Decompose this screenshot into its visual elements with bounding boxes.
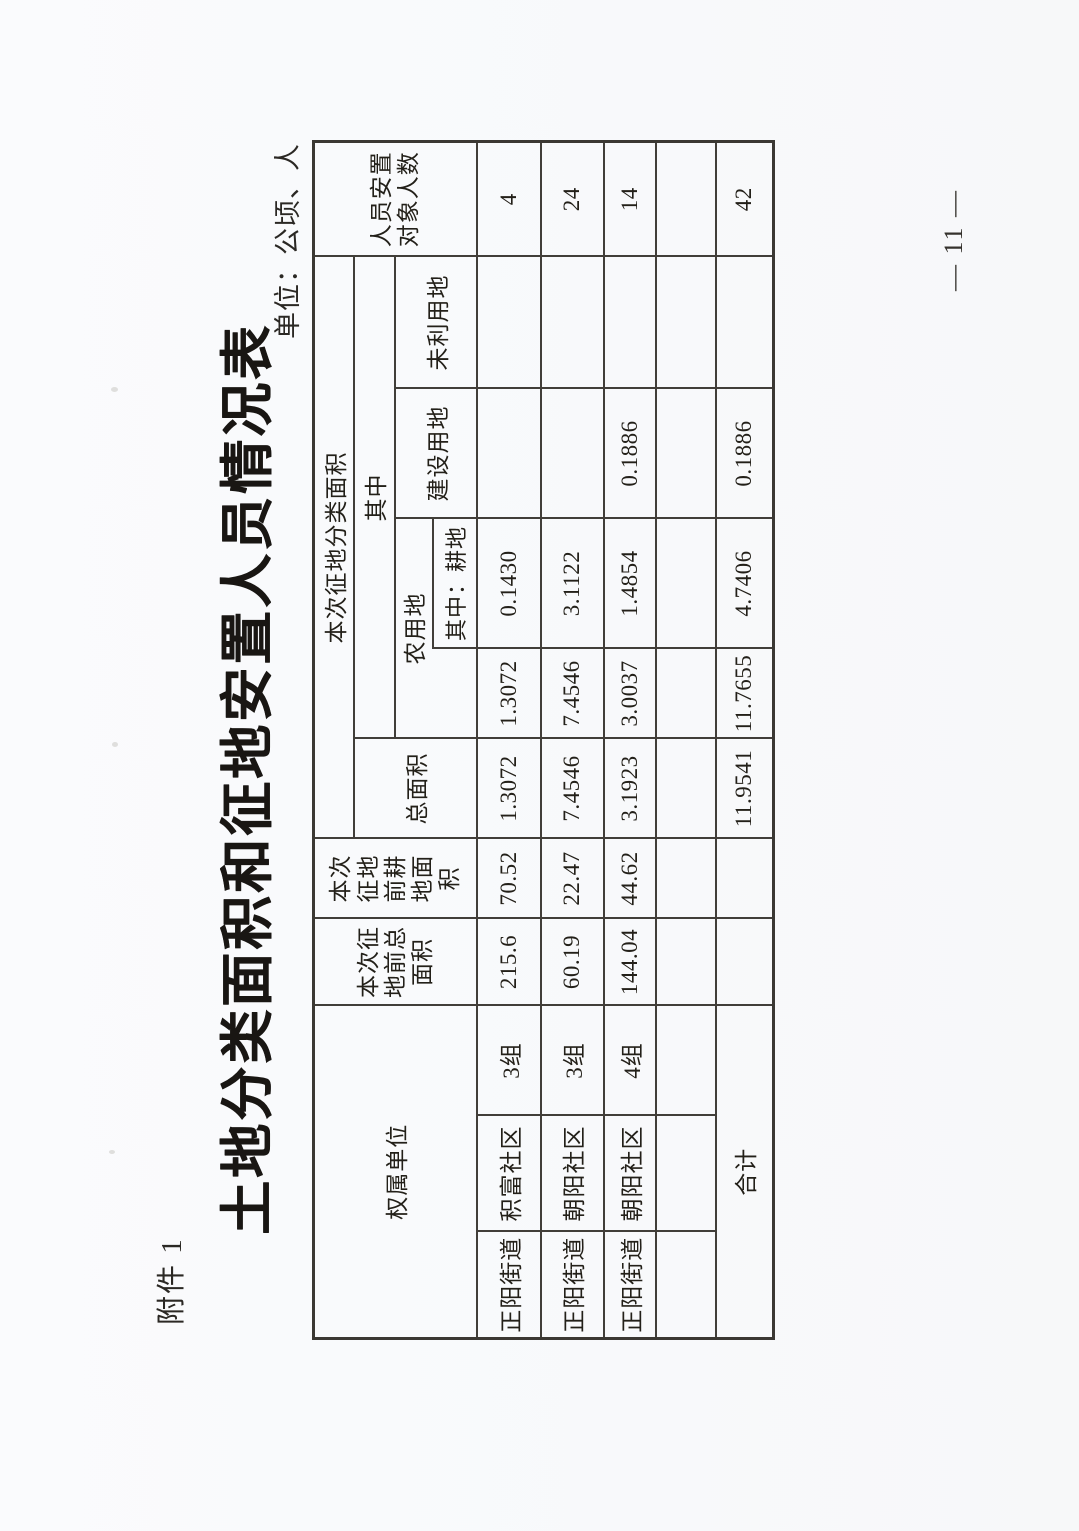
- table-cell: [540, 256, 604, 389]
- table-cell: 1.3072: [476, 648, 541, 739]
- page-number: — 11 —: [939, 188, 968, 292]
- table-cell: 44.62: [603, 838, 656, 919]
- table-cell: 1.4854: [603, 518, 656, 649]
- table-cell: 4: [476, 141, 541, 257]
- scan-speck: [112, 742, 118, 747]
- table-cell: 正阳街道: [603, 1231, 656, 1339]
- table-cell: 70.52: [476, 838, 541, 919]
- table-cell: 11.9541: [715, 738, 774, 839]
- attachment-label: 附件 1: [156, 1237, 188, 1325]
- header-row-1: 权属单位 本次征 地前总 面积 本次 征地 前耕 地面 积 本次征地分类面积 人…: [313, 141, 477, 1339]
- table-cell: 3.1923: [603, 738, 656, 839]
- header-unused-land: 未利用地: [394, 256, 477, 389]
- header-among-which: 其中: [353, 256, 395, 739]
- table-cell: 11.7655: [715, 648, 774, 739]
- table-cell: [655, 1231, 716, 1339]
- header-among-which-cultivated: 其中：耕地: [431, 519, 476, 650]
- table-cell: [476, 256, 541, 389]
- table-cell: [655, 388, 716, 519]
- table-cell: [655, 1005, 716, 1116]
- table-cell: 1.3072: [476, 738, 541, 839]
- table-cell: 3组: [476, 1005, 541, 1116]
- table-cell: [476, 388, 541, 519]
- header-ownership-unit: 权属单位: [313, 1005, 477, 1339]
- total-row-label: 合计: [715, 1005, 774, 1339]
- table-cell: 4组: [603, 1005, 656, 1116]
- table-cell: 0.1886: [715, 388, 774, 519]
- table-row-empty: [655, 141, 716, 1339]
- header-total-area: 总面积: [353, 738, 477, 839]
- table-cell: [655, 838, 716, 919]
- table-cell: 7.4546: [540, 738, 604, 839]
- table-cell: 22.47: [540, 838, 604, 919]
- table-cell: [655, 518, 716, 649]
- table-cell: 正阳街道: [540, 1231, 604, 1339]
- header-pre-acquisition-total-area: 本次征 地前总 面积: [313, 918, 477, 1006]
- scan-speck: [111, 387, 118, 392]
- header-classified-area-group: 本次征地分类面积: [313, 256, 354, 839]
- header-pre-acquisition-cultivated-area: 本次 征地 前耕 地面 积: [313, 838, 477, 919]
- table-cell: [540, 388, 604, 519]
- table-cell: [715, 256, 774, 389]
- table-cell: 3.1122: [540, 518, 604, 649]
- header-agricultural-land: 农用地 其中：耕地: [394, 518, 477, 739]
- table-cell: 60.19: [540, 918, 604, 1006]
- table-cell: 0.1886: [603, 388, 656, 519]
- table-cell: 3.0037: [603, 648, 656, 739]
- table-cell: 215.6: [476, 918, 541, 1006]
- table-cell: 7.4546: [540, 648, 604, 739]
- table-cell: 4.7406: [715, 518, 774, 649]
- table-row: 正阳街道 积富社区 3组 215.6 70.52 1.3072 1.3072 0…: [476, 141, 541, 1339]
- page-title: 土地分类面积和征地安置人员情况表: [218, 323, 278, 1235]
- table-cell: 积富社区: [476, 1115, 541, 1232]
- agricultural-land-label: 农用地: [402, 592, 428, 665]
- table-cell: [655, 141, 716, 257]
- scan-speck: [109, 1150, 115, 1154]
- table-cell: 24: [540, 141, 604, 257]
- table-cell: [715, 838, 774, 919]
- table-cell: 正阳街道: [476, 1231, 541, 1339]
- table-cell: 3组: [540, 1005, 604, 1116]
- land-classification-table: 权属单位 本次征 地前总 面积 本次 征地 前耕 地面 积 本次征地分类面积 人…: [312, 139, 775, 1340]
- table-cell: [655, 738, 716, 839]
- table-cell: 42: [715, 141, 774, 257]
- table-row: 正阳街道 朝阳社区 4组 144.04 44.62 3.1923 3.0037 …: [603, 141, 656, 1339]
- header-construction-land: 建设用地: [394, 388, 477, 519]
- table-cell: [655, 648, 716, 739]
- table-cell: [603, 256, 656, 389]
- table-cell: 朝阳社区: [540, 1115, 604, 1232]
- header-resettlement-persons: 人员安置 对象人数: [313, 141, 477, 257]
- table-cell: 144.04: [603, 918, 656, 1006]
- table-cell: 朝阳社区: [603, 1115, 656, 1232]
- table-cell: [715, 918, 774, 1006]
- table-cell: [655, 256, 716, 389]
- table-cell: 0.1430: [476, 518, 541, 649]
- table-cell: [655, 918, 716, 1006]
- table-row-total: 合计 11.9541 11.7655 4.7406 0.1886 42: [715, 141, 774, 1339]
- table-row: 正阳街道 朝阳社区 3组 60.19 22.47 7.4546 7.4546 3…: [540, 141, 604, 1339]
- unit-note: 单位：公顷、人: [273, 143, 303, 339]
- table-cell: [655, 1115, 716, 1232]
- table-cell: 14: [603, 141, 656, 257]
